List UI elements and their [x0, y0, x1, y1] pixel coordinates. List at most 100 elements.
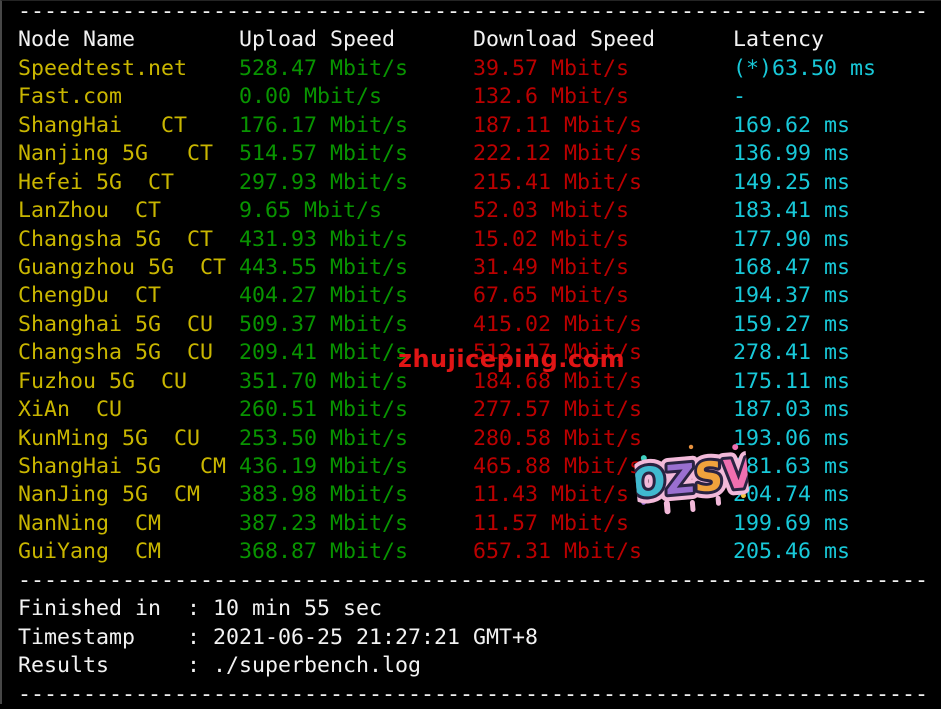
download-speed-cell: 184.68 Mbit/s [473, 368, 734, 394]
upload-speed-cell: 176.17 Mbit/s [239, 112, 474, 138]
divider-dashes: ----------------------------------------… [18, 681, 929, 707]
download-speed-cell: 277.57 Mbit/s [473, 397, 734, 423]
latency-cell: 194.37 ms [733, 283, 851, 309]
ozsv-confetti [640, 444, 746, 505]
table-row: Changsha 5G CU 209.41 Mbit/s 512.17 Mbit… [18, 339, 928, 367]
upload-speed-cell: 443.55 Mbit/s [239, 254, 474, 280]
latency-cell: 183.41 ms [733, 198, 851, 224]
header-upload-speed: Upload Speed [239, 27, 474, 53]
node-name-cell: Speedtest.net [18, 55, 240, 81]
download-speed-cell: 187.11 Mbit/s [473, 112, 734, 138]
summary-value: 10 min 55 sec [213, 596, 383, 622]
table-row: Guangzhou 5G CT 443.55 Mbit/s 31.49 Mbit… [18, 254, 928, 282]
upload-speed-cell: 509.37 Mbit/s [239, 311, 474, 337]
node-name-cell: Fast.com [18, 84, 240, 110]
summary-row: Finished in : 10 min 55 sec [18, 595, 928, 623]
upload-speed-cell: 514.57 Mbit/s [239, 141, 474, 167]
header-download-speed: Download Speed [473, 27, 734, 53]
upload-speed-cell: 431.93 Mbit/s [239, 226, 474, 252]
table-row: ChengDu CT 404.27 Mbit/s 67.65 Mbit/s 19… [18, 282, 928, 310]
latency-cell: - [733, 84, 747, 110]
download-speed-cell: 415.02 Mbit/s [473, 311, 734, 337]
node-name-cell: NanNing CM [18, 510, 240, 536]
summary-row: Timestamp : 2021-06-25 21:27:21 GMT+8 [18, 624, 928, 652]
divider-line: ----------------------------------------… [18, 0, 928, 26]
latency-cell: 177.90 ms [733, 226, 851, 252]
latency-cell: 175.11 ms [733, 368, 851, 394]
download-speed-cell: 39.57 Mbit/s [473, 55, 734, 81]
table-row: XiAn CU 260.51 Mbit/s 277.57 Mbit/s 187.… [18, 396, 928, 424]
upload-speed-cell: 209.41 Mbit/s [239, 340, 474, 366]
table-row: Fast.com 0.00 Mbit/s 132.6 Mbit/s - [18, 83, 928, 111]
latency-cell: 169.62 ms [733, 112, 851, 138]
node-name-cell: GuiYang CM [18, 539, 240, 565]
node-name-cell: Fuzhou 5G CU [18, 368, 240, 394]
download-speed-cell: 512.17 Mbit/s [473, 340, 734, 366]
ozsv-letters: OZSV [633, 451, 751, 508]
latency-cell: 136.99 ms [733, 141, 851, 167]
upload-speed-cell: 253.50 Mbit/s [239, 425, 474, 451]
table-row: Shanghai 5G CU 509.37 Mbit/s 415.02 Mbit… [18, 311, 928, 339]
divider-line: ----------------------------------------… [18, 567, 928, 595]
upload-speed-cell: 351.70 Mbit/s [239, 368, 474, 394]
summary-label: Results : [18, 653, 214, 679]
download-speed-cell: 465.88 Mbit/s [473, 454, 734, 479]
ozsv-drips [663, 495, 722, 515]
summary-label: Timestamp : [18, 624, 214, 650]
latency-cell: 199.69 ms [733, 510, 851, 536]
node-name-cell: XiAn CU [18, 397, 240, 423]
latency-cell: 181.63 ms [733, 454, 851, 479]
summary-value: 2021-06-25 21:27:21 GMT+8 [213, 624, 539, 650]
table-row: Nanjing 5G CT 514.57 Mbit/s 222.12 Mbit/… [18, 140, 928, 168]
upload-speed-cell: 387.23 Mbit/s [239, 510, 474, 536]
node-name-cell: NanJing 5G CM [18, 482, 240, 508]
latency-cell: 187.03 ms [733, 397, 851, 423]
node-name-cell: ChengDu CT [18, 283, 240, 309]
latency-cell: 193.06 ms [733, 425, 851, 451]
latency-cell: 204.74 ms [733, 482, 851, 508]
summary-value: ./superbench.log [213, 653, 422, 679]
table-row: NanJing 5G CM 383.98 Mbit/s 11.43 Mbit/s… [18, 481, 928, 509]
summary-label: Finished in : [18, 596, 214, 622]
node-name-cell: Hefei 5G CT [18, 169, 240, 195]
upload-speed-cell: 368.87 Mbit/s [239, 539, 474, 565]
download-speed-cell: 657.31 Mbit/s [473, 539, 734, 565]
latency-cell: 205.46 ms [733, 539, 851, 565]
divider-dashes: ----------------------------------------… [18, 0, 929, 24]
latency-cell: 159.27 ms [733, 311, 851, 337]
node-name-cell: Changsha 5G CT [18, 226, 240, 252]
table-header-row: Node Name Upload Speed Download Speed La… [18, 26, 928, 54]
table-row: KunMing 5G CU 253.50 Mbit/s 280.58 Mbit/… [18, 425, 928, 453]
divider-dashes: ----------------------------------------… [18, 567, 929, 593]
node-name-cell: KunMing 5G CU [18, 425, 240, 451]
download-speed-cell: 11.57 Mbit/s [473, 510, 734, 536]
benchmark-output: ----------------------------------------… [18, 0, 928, 709]
divider-line: ----------------------------------------… [18, 681, 928, 709]
upload-speed-cell: 0.00 Mbit/s [239, 84, 474, 110]
header-node-name: Node Name [18, 27, 240, 53]
table-row: ShangHai CT 176.17 Mbit/s 187.11 Mbit/s … [18, 112, 928, 140]
download-speed-cell: 15.02 Mbit/s [473, 226, 734, 252]
header-latency: Latency [733, 27, 825, 53]
table-row: ShangHai 5G CM 436.19 Mbit/s 465.88 Mbit… [18, 453, 928, 481]
upload-speed-cell: 528.47 Mbit/s [239, 55, 474, 81]
download-speed-cell: 52.03 Mbit/s [473, 198, 734, 224]
node-name-cell: ShangHai 5G CM [18, 454, 240, 479]
table-row: LanZhou CT 9.65 Mbit/s 52.03 Mbit/s 183.… [18, 197, 928, 225]
download-speed-cell: 215.41 Mbit/s [473, 169, 734, 195]
download-speed-cell: 222.12 Mbit/s [473, 141, 734, 167]
table-row: NanNing CM 387.23 Mbit/s 11.57 Mbit/s 19… [18, 510, 928, 538]
site-watermark: zhujiceping.com [398, 345, 626, 373]
table-row: Hefei 5G CT 297.93 Mbit/s 215.41 Mbit/s … [18, 169, 928, 197]
upload-speed-cell: 297.93 Mbit/s [239, 169, 474, 195]
latency-cell: 149.25 ms [733, 169, 851, 195]
node-name-cell: Shanghai 5G CU [18, 311, 240, 337]
table-row: Speedtest.net 528.47 Mbit/s 39.57 Mbit/s… [18, 55, 928, 83]
latency-cell: (*)63.50 ms [733, 55, 877, 81]
node-name-cell: ShangHai CT [18, 112, 240, 138]
summary-row: Results : ./superbench.log [18, 652, 928, 680]
ozsv-graffiti-watermark: OZSV OZSV OZSV [633, 444, 751, 515]
node-name-cell: Changsha 5G CU [18, 340, 240, 366]
table-row: GuiYang CM 368.87 Mbit/s 657.31 Mbit/s 2… [18, 538, 928, 566]
